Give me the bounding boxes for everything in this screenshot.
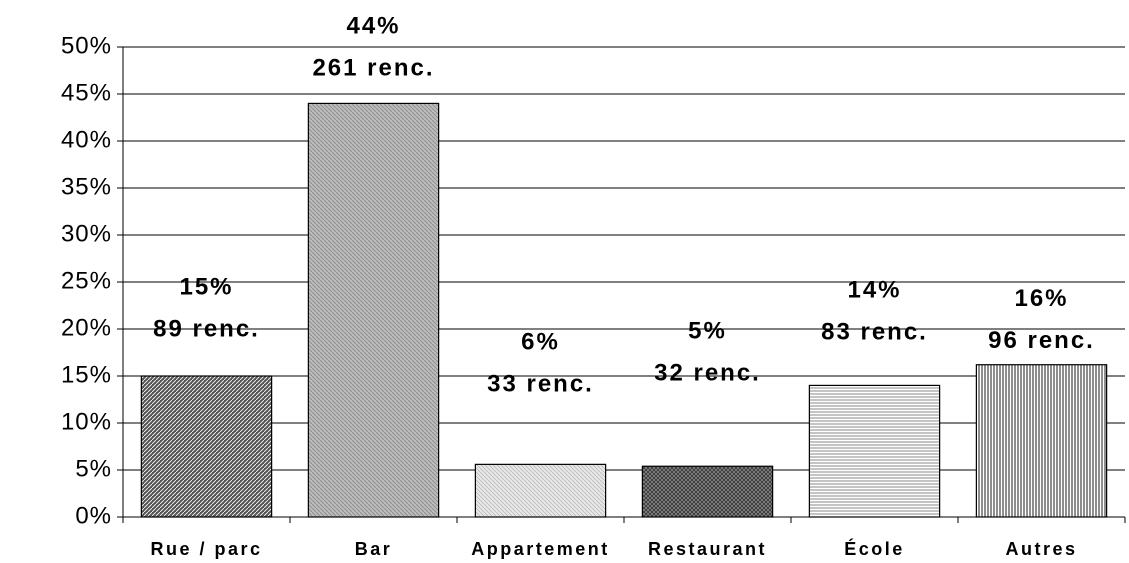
value-label: 6% xyxy=(521,329,560,356)
value-label: 14% xyxy=(847,277,901,304)
y-tick-label: 15% xyxy=(61,361,112,388)
bar xyxy=(474,463,607,518)
y-tick-label: 10% xyxy=(61,408,112,435)
x-tick-label: Rue / parc xyxy=(150,539,262,559)
value-label: 16% xyxy=(1014,285,1068,312)
y-tick-label: 25% xyxy=(61,267,112,294)
bar xyxy=(307,102,440,518)
y-tick-label: 50% xyxy=(61,32,112,59)
y-tick-label: 5% xyxy=(75,455,112,482)
value-label: 15% xyxy=(179,273,233,300)
bar xyxy=(975,364,1108,518)
count-label: 83 renc. xyxy=(821,319,928,346)
bar xyxy=(808,384,941,518)
y-tick-label: 30% xyxy=(61,220,112,247)
value-label: 44% xyxy=(346,13,400,40)
y-tick-label: 35% xyxy=(61,173,112,200)
count-label: 32 renc. xyxy=(654,360,761,387)
x-tick-label: Appartement xyxy=(471,539,610,559)
x-tick-label: Autres xyxy=(1005,539,1077,559)
count-label: 33 renc. xyxy=(487,371,594,398)
count-label: 261 renc. xyxy=(312,55,434,82)
value-label: 5% xyxy=(688,318,727,345)
count-label: 96 renc. xyxy=(988,327,1095,354)
y-tick-label: 0% xyxy=(75,502,112,529)
bar xyxy=(140,375,273,518)
x-tick-label: Restaurant xyxy=(648,539,767,559)
y-tick-label: 45% xyxy=(61,79,112,106)
x-tick-label: Bar xyxy=(355,539,393,559)
y-tick-label: 20% xyxy=(61,314,112,341)
bar xyxy=(641,465,774,518)
x-tick-label: École xyxy=(844,538,905,559)
count-label: 89 renc. xyxy=(153,315,260,342)
y-tick-label: 40% xyxy=(61,126,112,153)
